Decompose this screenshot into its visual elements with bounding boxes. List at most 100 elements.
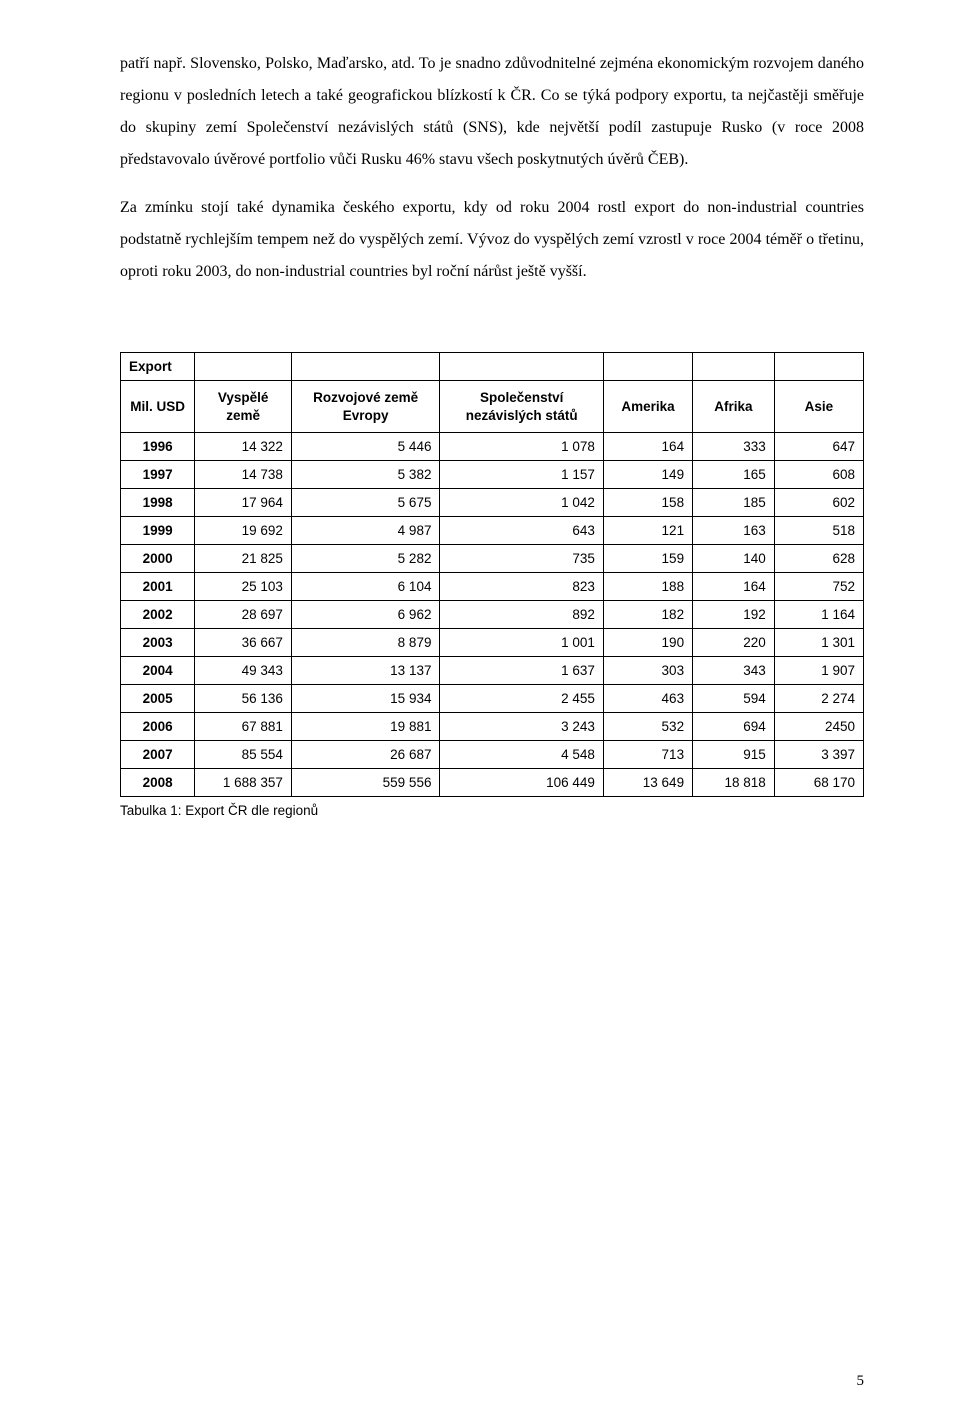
table-data-cell: 1 907 xyxy=(774,657,863,685)
table-data-cell: 190 xyxy=(603,629,692,657)
table-data-cell: 13 649 xyxy=(603,769,692,797)
paragraph-2: Za zmínku stojí také dynamika českého ex… xyxy=(120,192,864,288)
table-caption: Tabulka 1: Export ČR dle regionů xyxy=(120,803,864,818)
table-data-cell: 4 548 xyxy=(440,741,603,769)
table-data-cell: 532 xyxy=(603,713,692,741)
table-data-cell: 164 xyxy=(603,433,692,461)
table-empty-header xyxy=(291,353,440,381)
table-data-cell: 2 274 xyxy=(774,685,863,713)
table-data-cell: 5 446 xyxy=(291,433,440,461)
table-row: 200336 6678 8791 0011902201 301 xyxy=(121,629,864,657)
table-col-header: Rozvojové země Evropy xyxy=(291,381,440,433)
table-empty-header xyxy=(195,353,292,381)
table-data-cell: 182 xyxy=(603,601,692,629)
table-year-cell: 2005 xyxy=(121,685,195,713)
table-data-cell: 343 xyxy=(693,657,775,685)
table-data-cell: 19 881 xyxy=(291,713,440,741)
table-data-cell: 49 343 xyxy=(195,657,292,685)
table-data-cell: 647 xyxy=(774,433,863,461)
table-data-cell: 3 243 xyxy=(440,713,603,741)
table-data-cell: 21 825 xyxy=(195,545,292,573)
table-data-cell: 165 xyxy=(693,461,775,489)
table-data-cell: 1 637 xyxy=(440,657,603,685)
table-data-cell: 1 301 xyxy=(774,629,863,657)
table-col-header: Vyspělé země xyxy=(195,381,292,433)
table-year-cell: 2004 xyxy=(121,657,195,685)
table-data-cell: 185 xyxy=(693,489,775,517)
table-data-cell: 303 xyxy=(603,657,692,685)
table-data-cell: 559 556 xyxy=(291,769,440,797)
table-data-cell: 6 104 xyxy=(291,573,440,601)
table-data-cell: 26 687 xyxy=(291,741,440,769)
table-data-cell: 1 078 xyxy=(440,433,603,461)
table-data-cell: 149 xyxy=(603,461,692,489)
table-year-cell: 2002 xyxy=(121,601,195,629)
export-table-section: Export Mil. USD Vyspělé země Rozvojové z… xyxy=(120,352,864,818)
table-row: 200449 34313 1371 6373033431 907 xyxy=(121,657,864,685)
table-data-cell: 15 934 xyxy=(291,685,440,713)
page-number: 5 xyxy=(857,1373,865,1390)
table-data-cell: 28 697 xyxy=(195,601,292,629)
table-data-cell: 159 xyxy=(603,545,692,573)
table-year-cell: 2006 xyxy=(121,713,195,741)
table-data-cell: 892 xyxy=(440,601,603,629)
table-empty-header xyxy=(603,353,692,381)
table-data-cell: 5 675 xyxy=(291,489,440,517)
table-data-cell: 56 136 xyxy=(195,685,292,713)
table-data-cell: 164 xyxy=(693,573,775,601)
table-title-cell: Export xyxy=(121,353,195,381)
table-data-cell: 3 397 xyxy=(774,741,863,769)
table-row: 200228 6976 9628921821921 164 xyxy=(121,601,864,629)
table-year-cell: 1997 xyxy=(121,461,195,489)
table-data-cell: 68 170 xyxy=(774,769,863,797)
table-data-cell: 8 879 xyxy=(291,629,440,657)
export-table: Export Mil. USD Vyspělé země Rozvojové z… xyxy=(120,352,864,797)
table-header-row-columns: Mil. USD Vyspělé země Rozvojové země Evr… xyxy=(121,381,864,433)
table-data-cell: 19 692 xyxy=(195,517,292,545)
document-page: patří např. Slovensko, Polsko, Maďarsko,… xyxy=(0,0,960,1414)
table-header-row-title: Export xyxy=(121,353,864,381)
table-data-cell: 628 xyxy=(774,545,863,573)
table-data-cell: 735 xyxy=(440,545,603,573)
table-data-cell: 18 818 xyxy=(693,769,775,797)
table-data-cell: 192 xyxy=(693,601,775,629)
table-year-cell: 2008 xyxy=(121,769,195,797)
table-row: 20081 688 357559 556106 44913 64918 8186… xyxy=(121,769,864,797)
table-data-cell: 713 xyxy=(603,741,692,769)
paragraph-1: patří např. Slovensko, Polsko, Maďarsko,… xyxy=(120,48,864,176)
table-data-cell: 106 449 xyxy=(440,769,603,797)
table-data-cell: 85 554 xyxy=(195,741,292,769)
table-data-cell: 188 xyxy=(603,573,692,601)
table-row: 200556 13615 9342 4554635942 274 xyxy=(121,685,864,713)
table-year-cell: 1996 xyxy=(121,433,195,461)
table-row: 200667 88119 8813 2435326942450 xyxy=(121,713,864,741)
table-data-cell: 121 xyxy=(603,517,692,545)
table-data-cell: 5 382 xyxy=(291,461,440,489)
table-data-cell: 158 xyxy=(603,489,692,517)
table-data-cell: 823 xyxy=(440,573,603,601)
table-data-cell: 915 xyxy=(693,741,775,769)
table-row: 199919 6924 987643121163518 xyxy=(121,517,864,545)
table-row: 199614 3225 4461 078164333647 xyxy=(121,433,864,461)
table-data-cell: 608 xyxy=(774,461,863,489)
table-col-header: Asie xyxy=(774,381,863,433)
table-empty-header xyxy=(440,353,603,381)
table-data-cell: 163 xyxy=(693,517,775,545)
table-row: 200021 8255 282735159140628 xyxy=(121,545,864,573)
table-row: 199817 9645 6751 042158185602 xyxy=(121,489,864,517)
table-data-cell: 14 322 xyxy=(195,433,292,461)
table-col-header: Afrika xyxy=(693,381,775,433)
table-data-cell: 1 001 xyxy=(440,629,603,657)
table-data-cell: 36 667 xyxy=(195,629,292,657)
table-data-cell: 220 xyxy=(693,629,775,657)
table-row: 199714 7385 3821 157149165608 xyxy=(121,461,864,489)
table-data-cell: 2450 xyxy=(774,713,863,741)
table-year-cell: 2000 xyxy=(121,545,195,573)
table-data-cell: 17 964 xyxy=(195,489,292,517)
table-data-cell: 1 157 xyxy=(440,461,603,489)
table-data-cell: 594 xyxy=(693,685,775,713)
table-col-header: Amerika xyxy=(603,381,692,433)
body-text-block: patří např. Slovensko, Polsko, Maďarsko,… xyxy=(120,48,864,288)
table-data-cell: 602 xyxy=(774,489,863,517)
table-data-cell: 752 xyxy=(774,573,863,601)
